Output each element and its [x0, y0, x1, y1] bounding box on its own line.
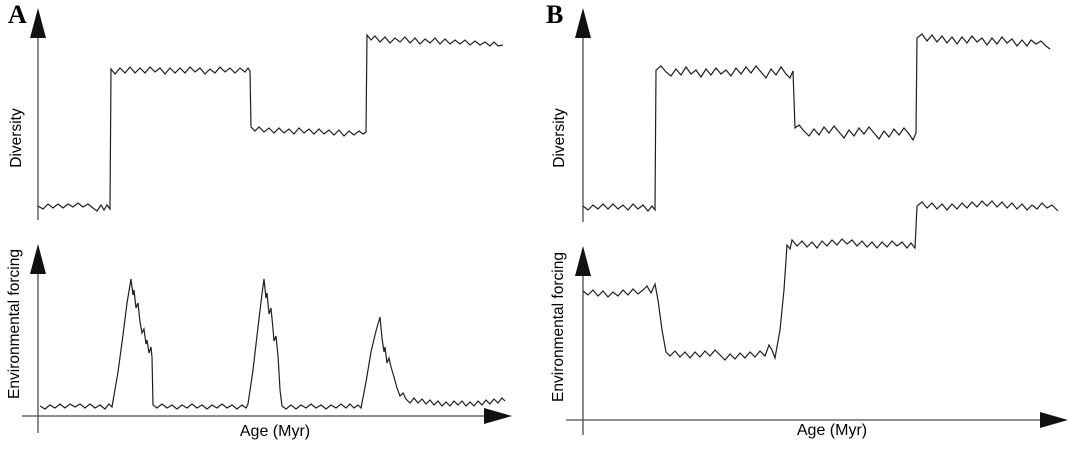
a-forcing-curve	[39, 278, 506, 410]
panel-b-label: B	[546, 0, 564, 29]
b-forcing-y-axis-arrowhead-icon	[575, 246, 591, 276]
b-diversity-y-axis-arrowhead-icon	[575, 8, 591, 38]
panel-a-plots	[22, 8, 512, 433]
a-x-axis-label: Age (Myr)	[239, 423, 311, 440]
a-diversity-ylabel: Diversity	[8, 108, 25, 168]
a-forcing-ylabel: Environmental forcing	[6, 249, 23, 399]
panel-a-label: A	[8, 0, 27, 29]
b-diversity-ylabel: Diversity	[551, 108, 568, 168]
a-diversity-curve	[37, 33, 504, 212]
a-x-axis-arrowhead-icon	[484, 408, 512, 424]
a-forcing-y-axis-arrowhead-icon	[30, 244, 46, 274]
b-diversity-curve	[582, 33, 1051, 212]
b-forcing-ylabel: Environmental forcing	[550, 252, 567, 402]
b-forcing-curve	[582, 200, 1059, 361]
b-x-axis-arrowhead-icon	[1040, 412, 1068, 428]
b-x-axis-label: Age (Myr)	[796, 422, 868, 439]
panel-b-plots	[566, 8, 1068, 435]
a-diversity-y-axis-arrowhead-icon	[30, 8, 46, 38]
